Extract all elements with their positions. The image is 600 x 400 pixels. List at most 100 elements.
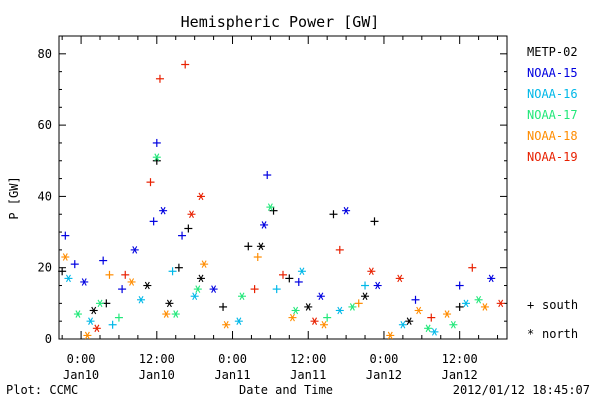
data-point	[152, 138, 161, 147]
data-point	[370, 217, 379, 226]
data-point	[269, 206, 278, 215]
data-point	[335, 306, 344, 315]
legend: METP-02 NOAA-15 NOAA-16 NOAA-17 NOAA-18 NOAA-…	[527, 45, 578, 341]
legend-marker-symbol: *	[527, 327, 534, 341]
x-tick-label: 12:00	[139, 352, 175, 366]
data-point	[263, 171, 272, 180]
data-point	[152, 153, 161, 161]
data-point	[354, 299, 363, 308]
data-point	[64, 274, 73, 283]
data-point	[234, 317, 243, 325]
y-tick-label: 80	[38, 47, 52, 61]
data-point	[398, 320, 407, 329]
data-point	[424, 324, 433, 333]
data-point	[61, 253, 70, 261]
data-point	[83, 331, 92, 340]
plot-frame	[58, 35, 508, 340]
data-point	[430, 328, 439, 336]
data-point	[127, 278, 136, 286]
data-point	[237, 292, 246, 300]
legend-series-label: NOAA-18	[527, 129, 578, 143]
data-point	[193, 285, 202, 293]
data-point	[294, 277, 303, 286]
data-point	[108, 320, 117, 329]
data-point	[285, 274, 294, 283]
x-tick-label: 0:00	[67, 352, 96, 366]
data-point	[174, 263, 183, 272]
data-point	[58, 267, 67, 276]
data-point	[279, 270, 287, 279]
data-point	[405, 317, 414, 325]
data-point	[414, 306, 423, 315]
data-point	[178, 231, 187, 240]
data-point	[130, 246, 139, 254]
data-point	[455, 302, 464, 311]
data-point	[187, 210, 196, 219]
legend-series-label: NOAA-19	[527, 150, 578, 164]
data-point	[329, 210, 338, 219]
data-point	[487, 274, 496, 283]
data-point	[99, 256, 108, 265]
data-point	[272, 285, 281, 294]
data-point	[427, 313, 436, 322]
data-point	[159, 206, 168, 215]
data-point	[348, 303, 357, 311]
data-point	[411, 295, 420, 304]
data-point	[61, 231, 70, 240]
x-axis-ticks: 0:00 Jan10 12:00 Jan10 0:00 Jan11 12:00 Jan11 0:…	[61, 36, 499, 382]
data-point	[256, 242, 265, 251]
x-tick-sublabel: Jan10	[63, 368, 99, 382]
x-tick-label: 0:00	[370, 352, 399, 366]
data-point	[288, 313, 297, 322]
data-point	[70, 260, 79, 269]
x-axis-label: Date and Time	[239, 383, 333, 397]
data-point	[443, 310, 452, 318]
data-points	[58, 60, 505, 340]
chart-title: Hemispheric Power [GW]	[181, 13, 380, 31]
x-tick-sublabel: Jan12	[366, 368, 402, 382]
data-point	[165, 299, 174, 308]
data-point	[253, 253, 262, 262]
data-point	[143, 281, 152, 290]
data-point	[386, 331, 395, 340]
legend-marker-label: north	[542, 327, 578, 341]
data-point	[373, 281, 382, 290]
data-point	[92, 324, 101, 333]
x-tick-label: 12:00	[290, 352, 326, 366]
legend-series-label: NOAA-15	[527, 66, 578, 80]
legend-series-label: NOAA-17	[527, 108, 578, 122]
x-tick-sublabel: Jan10	[139, 368, 175, 382]
data-point	[121, 270, 130, 279]
data-point	[260, 221, 269, 229]
legend-series-label: METP-02	[527, 45, 578, 59]
data-point	[209, 285, 218, 293]
data-point	[323, 313, 332, 322]
legend-marker-label: south	[542, 298, 578, 312]
data-point	[361, 292, 370, 300]
data-point	[316, 292, 325, 300]
data-point	[266, 203, 275, 211]
data-point	[196, 274, 205, 283]
x-tick-sublabel: Jan11	[214, 368, 250, 382]
data-point	[395, 274, 404, 283]
data-point	[149, 217, 158, 226]
plot-credit: Plot: CCMC	[6, 383, 78, 397]
data-point	[73, 310, 82, 318]
data-point	[219, 302, 228, 311]
data-point	[168, 267, 177, 276]
data-point	[114, 313, 123, 322]
x-tick-sublabel: Jan11	[290, 368, 326, 382]
y-tick-label: 60	[38, 118, 52, 132]
data-point	[190, 292, 199, 300]
data-point	[222, 320, 231, 329]
data-point	[137, 296, 146, 304]
data-point	[171, 310, 180, 318]
data-point	[304, 303, 313, 311]
data-point	[184, 224, 193, 233]
data-point	[162, 310, 171, 318]
timestamp: 2012/01/12 18:45:07	[453, 383, 590, 397]
data-point	[200, 260, 209, 268]
data-point	[244, 242, 253, 251]
data-point	[367, 267, 376, 276]
